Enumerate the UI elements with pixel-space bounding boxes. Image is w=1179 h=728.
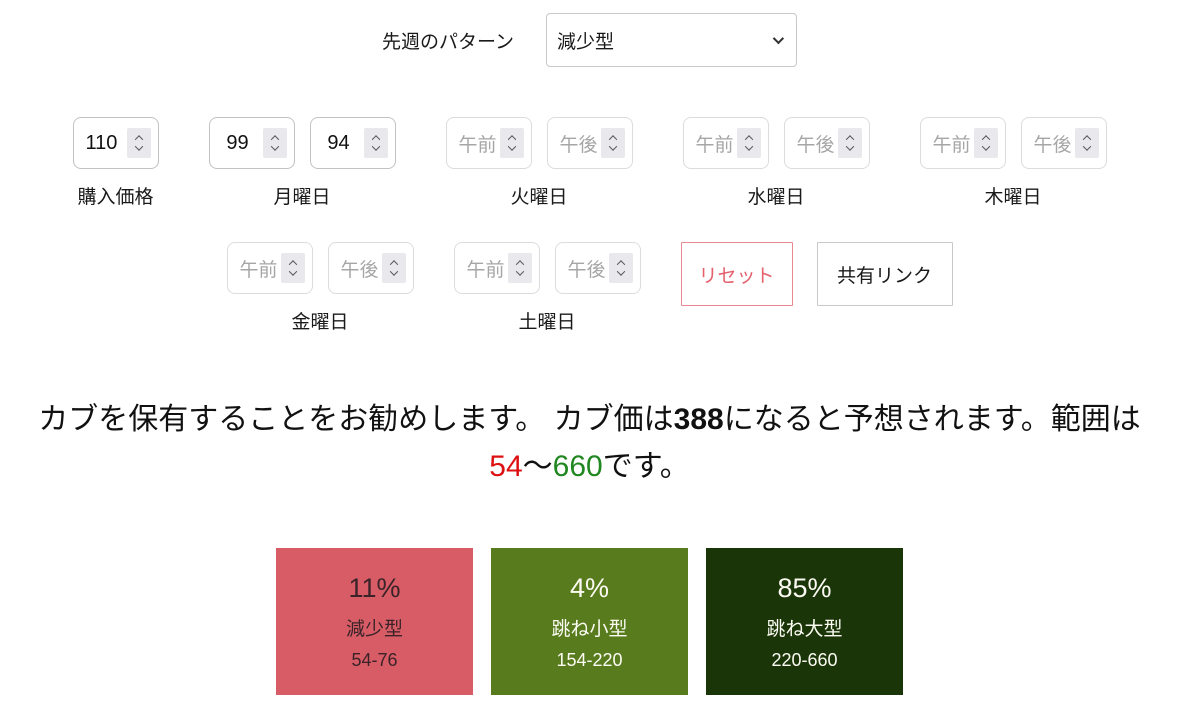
spin-down-icon[interactable] — [744, 142, 753, 151]
friday-am-placeholder: 午前 — [239, 259, 278, 281]
spin-down-icon[interactable] — [389, 267, 398, 276]
saturday-am-placeholder: 午前 — [466, 259, 505, 281]
saturday-pm-input[interactable]: 午後 — [554, 242, 641, 294]
outcome-box-small-spike: 4% 跳ね小型 154-220 — [491, 548, 688, 695]
thursday-am-placeholder: 午前 — [932, 134, 971, 156]
spin-down-icon[interactable] — [507, 142, 516, 151]
spin-down-icon[interactable] — [270, 142, 279, 151]
spinner-control[interactable] — [363, 128, 388, 158]
friday-pm-input[interactable]: 午後 — [327, 242, 414, 294]
outcome-pattern-name: 跳ね大型 — [766, 618, 843, 640]
thursday-pm-placeholder: 午後 — [1033, 134, 1072, 156]
spinner-control[interactable] — [126, 128, 151, 158]
spinner-control[interactable] — [381, 253, 406, 283]
spinner-control[interactable] — [736, 128, 761, 158]
outcome-price-range: 220-660 — [771, 649, 838, 670]
purchase-price-label: 購入価格 — [77, 187, 154, 208]
tuesday-am-input[interactable]: 午前 — [445, 117, 532, 169]
min-price: 54 — [489, 450, 523, 483]
spin-down-icon[interactable] — [616, 267, 625, 276]
purchase-price-input[interactable]: 110 — [72, 117, 159, 169]
recommendation-message: カブを保有することをお勧めします。 カブ価は388になると予想されます。範囲は 5… — [10, 396, 1170, 490]
outcome-price-range: 54-76 — [351, 649, 398, 670]
saturday-label: 土曜日 — [518, 312, 576, 333]
price-inputs-row-1: 110 購入価格 99 94 月曜日 午前 午後 — [0, 117, 1179, 209]
outcome-box-large-spike: 85% 跳ね大型 220-660 — [706, 548, 903, 695]
spin-down-icon[interactable] — [288, 267, 297, 276]
selected-pattern-value: 減少型 — [557, 31, 615, 53]
spin-down-icon[interactable] — [515, 267, 524, 276]
saturday-am-input[interactable]: 午前 — [453, 242, 540, 294]
spinner-control[interactable] — [499, 128, 524, 158]
thursday-pm-input[interactable]: 午後 — [1020, 117, 1107, 169]
friday-group: 午前 午後 金曜日 — [226, 242, 414, 334]
friday-pm-placeholder: 午後 — [340, 259, 379, 281]
spinner-control[interactable] — [1074, 128, 1099, 158]
wednesday-am-input[interactable]: 午前 — [682, 117, 769, 169]
message-segment: です。 — [602, 450, 690, 483]
spinner-control[interactable] — [837, 128, 862, 158]
purchase-price-group: 110 購入価格 — [72, 117, 159, 209]
spin-down-icon[interactable] — [371, 142, 380, 151]
price-inputs-row-2: 午前 午後 金曜日 午前 午後 土曜日 リセット 共有リンク — [0, 242, 1179, 334]
monday-label: 月曜日 — [273, 187, 331, 208]
outcome-pattern-name: 跳ね小型 — [551, 618, 628, 640]
message-segment: になると予想されます。範囲は — [723, 403, 1141, 436]
outcome-percent: 4% — [569, 572, 610, 603]
tuesday-label: 火曜日 — [510, 187, 568, 208]
spinner-control[interactable] — [280, 253, 305, 283]
monday-group: 99 94 月曜日 — [208, 117, 396, 209]
last-week-pattern-select[interactable]: 減少型 — [546, 13, 798, 67]
spin-down-icon[interactable] — [845, 142, 854, 151]
wednesday-label: 水曜日 — [747, 187, 805, 208]
wednesday-pm-placeholder: 午後 — [796, 134, 835, 156]
saturday-pm-placeholder: 午後 — [567, 259, 606, 281]
wednesday-pm-input[interactable]: 午後 — [783, 117, 870, 169]
monday-am-input[interactable]: 99 — [208, 117, 295, 169]
outcome-pattern-name: 減少型 — [345, 618, 403, 640]
monday-pm-input[interactable]: 94 — [309, 117, 396, 169]
wednesday-group: 午前 午後 水曜日 — [682, 117, 870, 209]
tuesday-pm-placeholder: 午後 — [559, 134, 598, 156]
tuesday-group: 午前 午後 火曜日 — [445, 117, 633, 209]
outcome-box-decreasing: 11% 減少型 54-76 — [276, 548, 473, 695]
spin-down-icon[interactable] — [981, 142, 990, 151]
wednesday-am-placeholder: 午前 — [695, 134, 734, 156]
last-week-pattern-row: 先週のパターン 減少型 — [0, 0, 1179, 67]
thursday-am-input[interactable]: 午前 — [919, 117, 1006, 169]
range-separator: 〜 — [522, 450, 553, 483]
reset-button[interactable]: リセット — [680, 242, 793, 306]
chevron-down-icon — [772, 32, 785, 45]
predicted-price: 388 — [673, 403, 724, 436]
spin-down-icon[interactable] — [134, 142, 143, 151]
friday-label: 金曜日 — [291, 312, 349, 333]
spinner-control[interactable] — [608, 253, 633, 283]
friday-am-input[interactable]: 午前 — [226, 242, 313, 294]
spinner-control[interactable] — [600, 128, 625, 158]
tuesday-pm-input[interactable]: 午後 — [546, 117, 633, 169]
saturday-group: 午前 午後 土曜日 — [453, 242, 641, 334]
message-segment: カブを保有することをお勧めします。 カブ価は — [38, 403, 674, 436]
spinner-control[interactable] — [973, 128, 998, 158]
spin-down-icon[interactable] — [1082, 142, 1091, 151]
share-link-button[interactable]: 共有リンク — [816, 242, 953, 306]
outcome-percent: 85% — [777, 572, 832, 603]
outcome-price-range: 154-220 — [556, 649, 623, 670]
thursday-label: 木曜日 — [984, 187, 1042, 208]
spinner-control[interactable] — [507, 253, 532, 283]
thursday-group: 午前 午後 木曜日 — [919, 117, 1107, 209]
last-week-pattern-label: 先週のパターン — [381, 31, 515, 53]
max-price: 660 — [552, 450, 603, 483]
monday-pm-value: 94 — [327, 131, 350, 154]
purchase-price-value: 110 — [85, 131, 118, 154]
outcome-percent: 11% — [348, 572, 401, 603]
tuesday-am-placeholder: 午前 — [458, 134, 497, 156]
spin-down-icon[interactable] — [608, 142, 617, 151]
pattern-probability-boxes: 11% 減少型 54-76 4% 跳ね小型 154-220 85% 跳ね大型 2… — [0, 548, 1179, 695]
spinner-control[interactable] — [262, 128, 287, 158]
monday-am-value: 99 — [226, 131, 249, 154]
